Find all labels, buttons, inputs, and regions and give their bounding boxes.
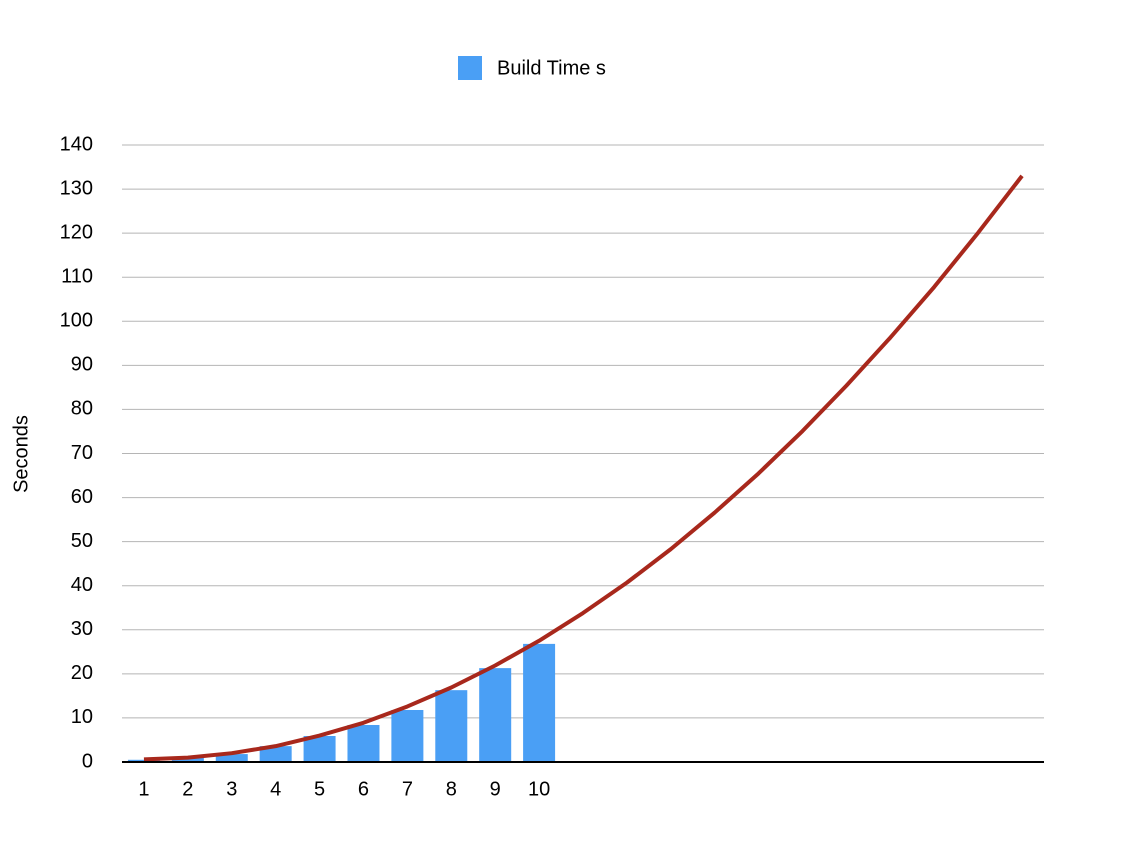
y-tick-label: 110 [61, 265, 93, 287]
x-tick-label: 1 [138, 778, 149, 800]
y-tick-label: 70 [71, 442, 93, 464]
bar [435, 690, 468, 762]
bar [171, 757, 204, 762]
y-tick-label: 60 [71, 486, 93, 508]
x-tick-label: 9 [490, 778, 501, 800]
y-tick-label: 20 [71, 662, 93, 684]
trend-line [143, 174, 1024, 762]
bar [479, 668, 512, 762]
y-tick-label: 0 [82, 750, 93, 772]
y-tick-label: 50 [71, 530, 93, 552]
x-tick-label: 6 [358, 778, 369, 800]
y-tick-label: 130 [60, 177, 93, 199]
y-tick-label: 30 [71, 618, 93, 640]
bar [523, 643, 556, 762]
x-tick-label: 10 [528, 778, 550, 800]
bar [303, 735, 336, 762]
x-tick-label: 4 [270, 778, 281, 800]
bar [391, 709, 424, 762]
legend-label: Build Time s [497, 57, 606, 79]
legend-swatch [458, 56, 482, 80]
y-tick-label: 120 [60, 221, 93, 243]
y-tick-label: 10 [71, 706, 93, 728]
x-tick-label: 3 [226, 778, 237, 800]
x-tick-label: 8 [446, 778, 457, 800]
x-tick-label: 5 [314, 778, 325, 800]
y-tick-label: 80 [71, 398, 93, 420]
y-axis-label: Seconds [10, 415, 32, 493]
y-tick-label: 100 [60, 310, 93, 332]
x-tick-label: 2 [182, 778, 193, 800]
y-tick-label: 90 [71, 354, 93, 376]
bar [259, 746, 292, 762]
bar [215, 754, 248, 762]
bar [127, 759, 160, 762]
y-tick-label: 140 [60, 133, 93, 155]
x-tick-label: 7 [402, 778, 413, 800]
y-tick-label: 40 [71, 574, 93, 596]
bar [347, 724, 380, 762]
